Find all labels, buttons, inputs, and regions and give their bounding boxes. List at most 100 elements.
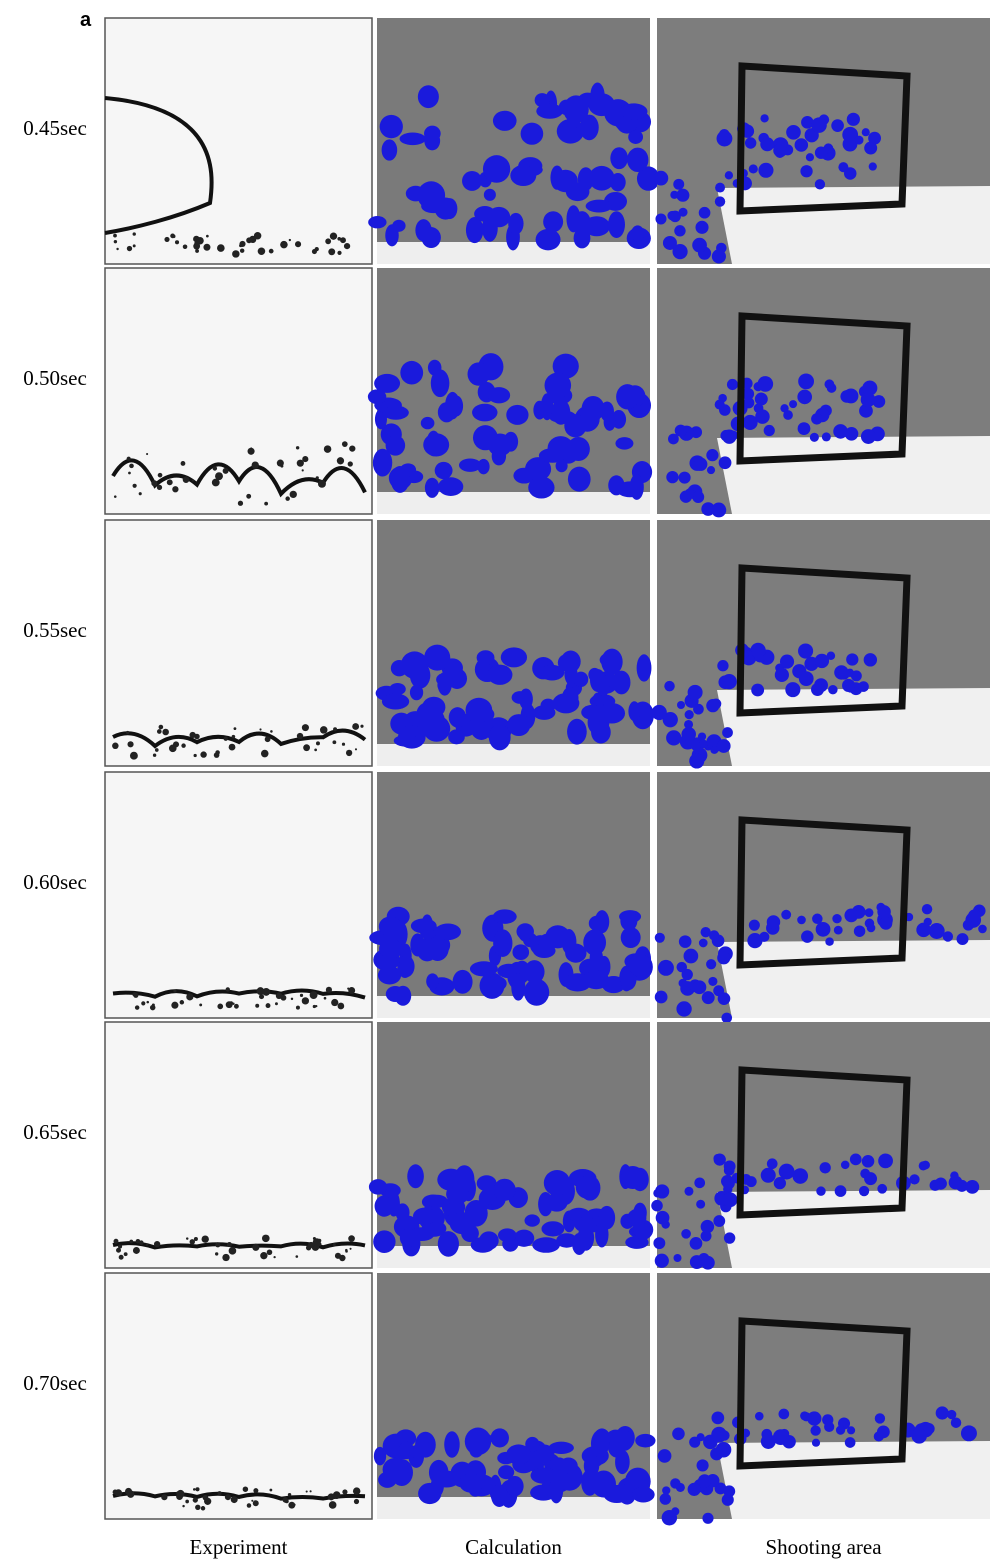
fluid-particle bbox=[850, 670, 862, 682]
fluid-particle bbox=[838, 668, 850, 680]
fluid-particle bbox=[616, 1430, 634, 1451]
fluid-particle bbox=[434, 923, 461, 941]
debris bbox=[132, 483, 137, 488]
fluid-particle bbox=[786, 124, 801, 140]
debris bbox=[325, 986, 332, 993]
fluid-particle bbox=[618, 1483, 636, 1505]
debris bbox=[174, 240, 180, 245]
fluid-particle bbox=[612, 670, 631, 695]
fluid-particle bbox=[672, 1427, 685, 1441]
debris bbox=[260, 749, 269, 758]
fluid-particle bbox=[698, 1474, 712, 1488]
fluid-particle bbox=[426, 936, 449, 961]
fluid-particle bbox=[955, 1179, 968, 1192]
interface-curve bbox=[112, 728, 367, 749]
fluid-particle bbox=[547, 436, 574, 460]
fluid-particle bbox=[766, 1158, 778, 1170]
debris bbox=[345, 749, 353, 757]
fluid-particle bbox=[780, 404, 789, 413]
fluid-particle bbox=[490, 1428, 509, 1448]
fluid-particle bbox=[860, 392, 876, 408]
shooting-frame bbox=[736, 1317, 911, 1470]
debris bbox=[289, 490, 297, 499]
debris bbox=[186, 993, 194, 1001]
fluid-particle bbox=[866, 923, 876, 933]
fluid-particle bbox=[832, 913, 842, 924]
debris bbox=[149, 1004, 156, 1011]
debris bbox=[132, 1246, 140, 1254]
fluid-particle bbox=[785, 682, 801, 698]
debris bbox=[118, 1254, 124, 1260]
fluid-particle bbox=[620, 910, 638, 931]
debris bbox=[164, 236, 170, 243]
fluid-particle bbox=[877, 1183, 888, 1194]
fluid-particle bbox=[479, 1231, 499, 1250]
fluid-particle bbox=[717, 660, 729, 672]
fluid-particle bbox=[696, 1199, 706, 1209]
fluid-particle bbox=[692, 980, 707, 995]
debris bbox=[348, 987, 356, 994]
debris bbox=[319, 726, 328, 734]
debris bbox=[349, 1247, 352, 1250]
fluid-particle bbox=[559, 1457, 578, 1474]
fluid-particle bbox=[860, 429, 876, 444]
fluid-particle bbox=[695, 220, 709, 234]
fluid-particle bbox=[811, 413, 823, 425]
debris bbox=[145, 1243, 149, 1246]
fluid-particle bbox=[965, 1179, 980, 1194]
debris bbox=[331, 998, 339, 1007]
fluid-particle bbox=[424, 477, 440, 498]
fluid-particle bbox=[437, 402, 456, 423]
debris bbox=[264, 736, 271, 743]
fluid-particle bbox=[395, 1429, 417, 1447]
fluid-particle bbox=[635, 1433, 656, 1448]
fluid-particle bbox=[629, 474, 644, 500]
debris bbox=[341, 742, 346, 746]
fluid-particle bbox=[772, 1429, 789, 1446]
fluid-particle bbox=[426, 1194, 448, 1208]
fluid-particle bbox=[420, 914, 434, 940]
debris bbox=[266, 1249, 273, 1256]
fluid-particle bbox=[689, 1236, 703, 1250]
fluid-particle bbox=[721, 1493, 734, 1506]
debris bbox=[112, 742, 119, 750]
debris bbox=[259, 728, 262, 731]
fluid-particle bbox=[684, 719, 694, 729]
fluid-particle bbox=[567, 718, 587, 745]
fluid-particle bbox=[464, 1427, 492, 1456]
fluid-particle bbox=[476, 650, 495, 666]
step-block bbox=[717, 688, 990, 766]
fluid-particle bbox=[628, 953, 652, 977]
debris bbox=[332, 1491, 341, 1499]
fluid-particle bbox=[716, 130, 733, 147]
fluid-particle bbox=[543, 1170, 571, 1196]
fluid-particle bbox=[524, 960, 545, 984]
debris bbox=[146, 452, 149, 456]
debris bbox=[182, 244, 188, 249]
fluid-particle bbox=[723, 1232, 736, 1244]
fluid-particle bbox=[706, 466, 716, 475]
fluid-particle bbox=[654, 990, 668, 1004]
fluid-particle bbox=[759, 931, 770, 942]
debris bbox=[172, 486, 179, 493]
fluid-particle bbox=[505, 1475, 524, 1497]
fluid-particle bbox=[928, 923, 945, 939]
fluid-particle bbox=[714, 196, 726, 207]
fluid-particle bbox=[662, 712, 678, 728]
fluid-particle bbox=[662, 235, 677, 250]
fluid-particle bbox=[717, 951, 731, 965]
fluid-particle bbox=[549, 1477, 564, 1504]
fluid-particle bbox=[561, 928, 577, 955]
fluid-particle bbox=[381, 693, 410, 710]
fluid-particle bbox=[661, 1510, 678, 1526]
fluid-particle bbox=[438, 477, 464, 496]
fluid-particle bbox=[538, 1191, 553, 1217]
fluid-particle bbox=[591, 1470, 616, 1498]
fluid-particle bbox=[748, 919, 760, 931]
fluid-particle bbox=[760, 137, 775, 152]
fluid-particle bbox=[678, 207, 688, 217]
fluid-particle bbox=[393, 734, 420, 747]
fluid-particle bbox=[653, 1237, 666, 1250]
fluid-particle bbox=[651, 704, 667, 721]
fluid-particle bbox=[560, 650, 581, 673]
